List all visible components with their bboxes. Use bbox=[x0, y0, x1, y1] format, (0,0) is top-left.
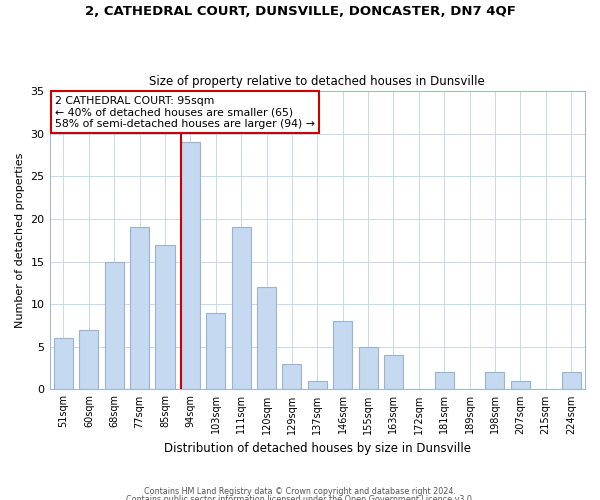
Bar bbox=[434, 372, 454, 390]
Bar bbox=[562, 372, 581, 390]
Text: 2 CATHEDRAL COURT: 95sqm
← 40% of detached houses are smaller (65)
58% of semi-d: 2 CATHEDRAL COURT: 95sqm ← 40% of detach… bbox=[55, 96, 315, 128]
Bar bbox=[105, 262, 124, 390]
Bar bbox=[384, 356, 403, 390]
Text: Contains HM Land Registry data © Crown copyright and database right 2024.: Contains HM Land Registry data © Crown c… bbox=[144, 488, 456, 496]
Text: Contains public sector information licensed under the Open Government Licence v3: Contains public sector information licen… bbox=[126, 495, 474, 500]
Bar bbox=[333, 321, 352, 390]
Y-axis label: Number of detached properties: Number of detached properties bbox=[15, 152, 25, 328]
Bar bbox=[54, 338, 73, 390]
Bar bbox=[155, 244, 175, 390]
Bar bbox=[181, 142, 200, 390]
Bar bbox=[257, 287, 276, 390]
Bar bbox=[79, 330, 98, 390]
Bar bbox=[283, 364, 301, 390]
X-axis label: Distribution of detached houses by size in Dunsville: Distribution of detached houses by size … bbox=[164, 442, 471, 455]
Bar bbox=[359, 347, 377, 390]
Bar bbox=[232, 228, 251, 390]
Bar bbox=[308, 381, 327, 390]
Title: Size of property relative to detached houses in Dunsville: Size of property relative to detached ho… bbox=[149, 76, 485, 88]
Bar bbox=[511, 381, 530, 390]
Text: 2, CATHEDRAL COURT, DUNSVILLE, DONCASTER, DN7 4QF: 2, CATHEDRAL COURT, DUNSVILLE, DONCASTER… bbox=[85, 5, 515, 18]
Bar bbox=[206, 312, 225, 390]
Bar bbox=[485, 372, 505, 390]
Bar bbox=[130, 228, 149, 390]
